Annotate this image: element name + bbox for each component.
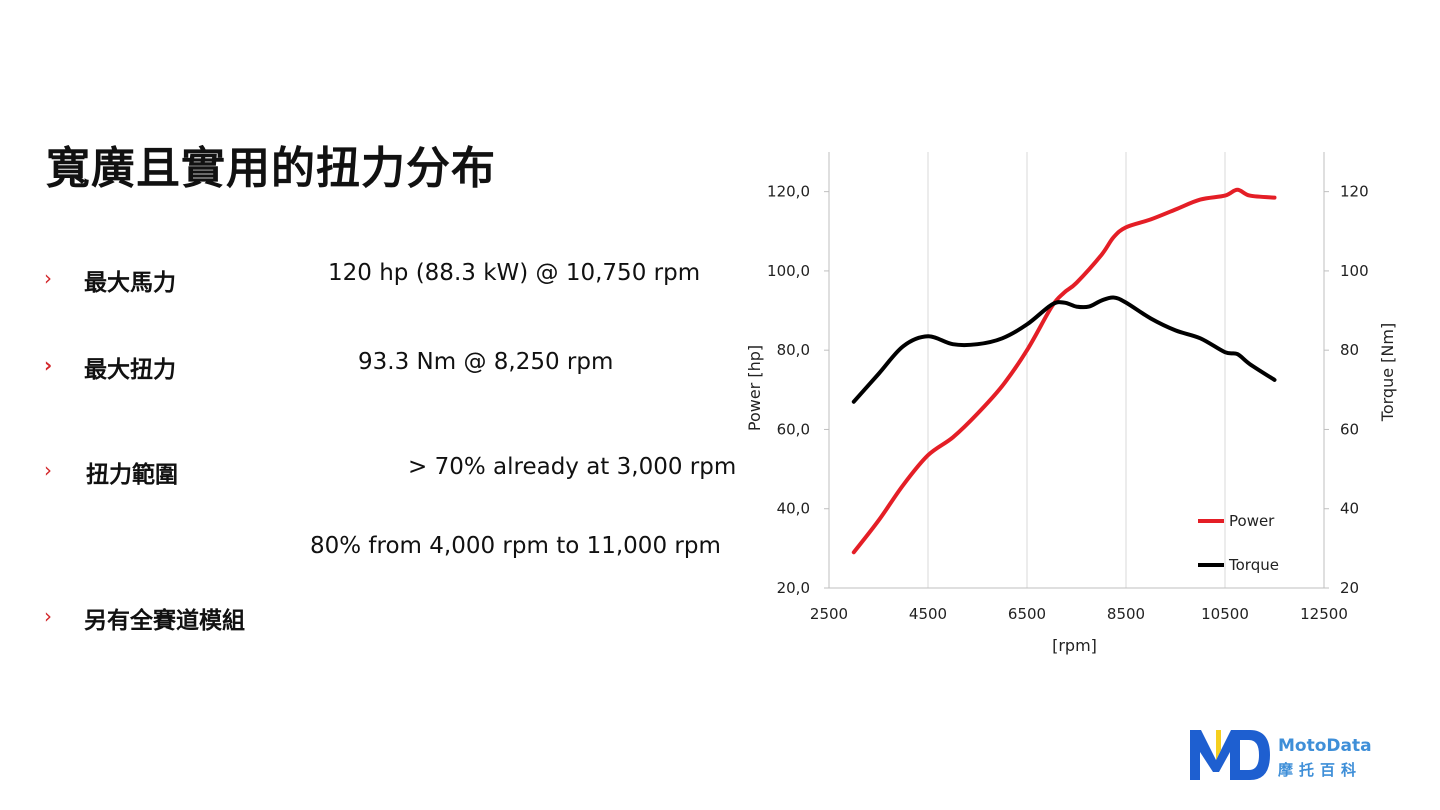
- bullet-value-torque-range-2: 80% from 4,000 rpm to 11,000 rpm: [310, 533, 721, 559]
- left-y-tick-label: 80,0: [777, 341, 810, 359]
- bullet-marker: ›: [44, 266, 52, 290]
- x-tick-label: 10500: [1201, 605, 1249, 623]
- chart-legend: Power Torque: [1198, 512, 1279, 574]
- power-series-line: [851, 187, 1277, 555]
- bullet-label-max-torque: 最大扭力: [84, 357, 176, 383]
- right-y-tick-label: 120: [1340, 183, 1369, 201]
- left-y-tick-label: 120,0: [767, 183, 810, 201]
- bullet-label-track-mode: 另有全賽道模組: [84, 608, 245, 634]
- bullet-value-torque-range-1: > 70% already at 3,000 rpm: [408, 454, 737, 480]
- bullet-marker: ›: [44, 604, 52, 628]
- legend-label-power: Power: [1229, 512, 1275, 530]
- bullet-marker: ›: [44, 353, 53, 377]
- x-tick-label: 4500: [909, 605, 947, 623]
- bullet-label-max-power: 最大馬力: [84, 270, 176, 296]
- left-y-tick-label: 40,0: [777, 500, 810, 518]
- chart-axes: 2500 4500 6500 8500 10500 12500 20,0 40,0 60,0 80…: [745, 152, 1397, 655]
- right-y-tick-label: 20: [1340, 579, 1359, 597]
- bullet-value-max-torque: 93.3 Nm @ 8,250 rpm: [358, 349, 614, 375]
- chart-series: [851, 187, 1277, 555]
- bullet-value-max-power: 120 hp (88.3 kW) @ 10,750 rpm: [328, 260, 701, 286]
- x-tick-label: 8500: [1107, 605, 1145, 623]
- bullet-marker: ›: [44, 458, 52, 482]
- right-y-tick-label: 80: [1340, 341, 1359, 359]
- left-y-axis-title: Power [hp]: [745, 345, 764, 431]
- right-y-tick-label: 100: [1340, 262, 1369, 280]
- torque-series-line: [851, 295, 1277, 404]
- x-tick-label: 6500: [1008, 605, 1046, 623]
- x-axis-title: [rpm]: [1052, 636, 1097, 655]
- x-tick-label: 2500: [810, 605, 848, 623]
- right-y-tick-label: 40: [1340, 500, 1359, 518]
- right-y-tick-label: 60: [1340, 420, 1359, 438]
- left-y-tick-label: 60,0: [777, 420, 810, 438]
- legend-label-torque: Torque: [1228, 556, 1279, 574]
- left-y-tick-label: 20,0: [777, 579, 810, 597]
- motodata-logo: MotoData 摩托百科: [1190, 728, 1390, 782]
- bullet-label-torque-range: 扭力範圍: [86, 462, 178, 488]
- right-y-axis-title: Torque [Nm]: [1378, 323, 1397, 422]
- logo-text-en: MotoData: [1278, 736, 1372, 756]
- logo-text-zh: 摩托百科: [1278, 761, 1363, 779]
- x-tick-label: 12500: [1300, 605, 1348, 623]
- page-title: 寬廣且實用的扭力分布: [46, 143, 496, 194]
- md-logo-icon: [1190, 730, 1270, 780]
- left-y-tick-label: 100,0: [767, 262, 810, 280]
